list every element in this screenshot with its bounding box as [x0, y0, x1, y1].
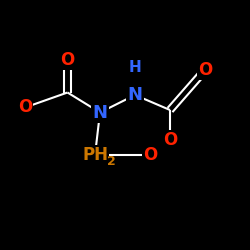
Text: N: N	[128, 86, 142, 104]
Text: O: O	[18, 98, 32, 116]
Text: H: H	[128, 60, 141, 75]
Text: O: O	[60, 51, 74, 69]
Text: O: O	[163, 131, 177, 149]
Text: N: N	[92, 104, 108, 122]
Text: O: O	[143, 146, 157, 164]
Text: O: O	[198, 61, 212, 79]
Text: PH: PH	[82, 146, 108, 164]
Text: 2: 2	[107, 155, 116, 168]
